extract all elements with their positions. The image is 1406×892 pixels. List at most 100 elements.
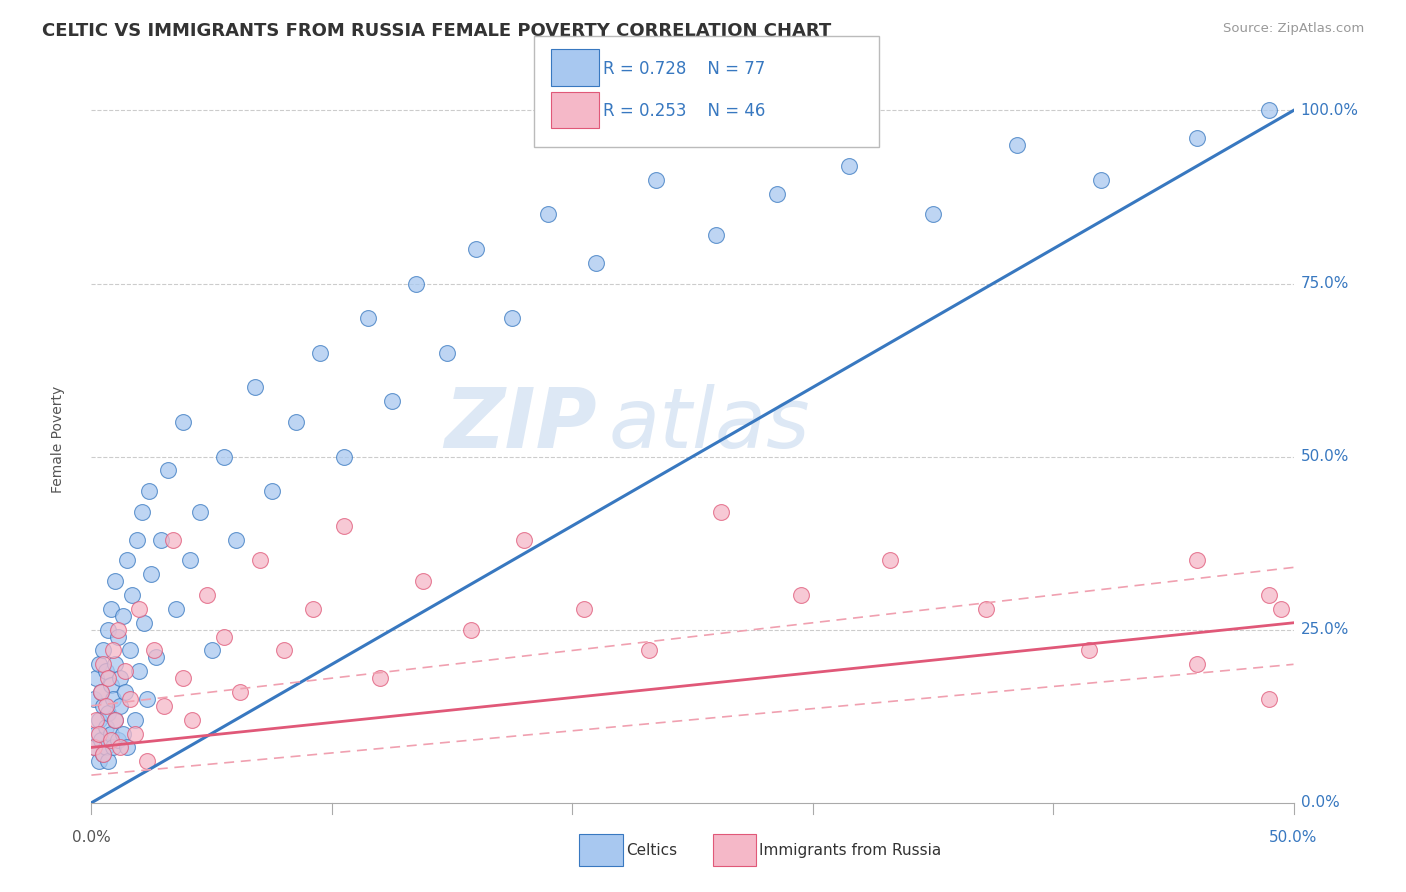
Point xyxy=(118,692,141,706)
Point xyxy=(104,713,127,727)
Point xyxy=(225,533,247,547)
Point xyxy=(118,643,141,657)
Point xyxy=(101,692,124,706)
Point xyxy=(84,713,107,727)
Point xyxy=(124,713,146,727)
Point xyxy=(162,533,184,547)
Point xyxy=(110,698,132,713)
Point xyxy=(974,602,997,616)
Point xyxy=(93,698,115,713)
Point xyxy=(172,671,194,685)
Point xyxy=(124,726,146,740)
Point xyxy=(333,519,356,533)
Point xyxy=(135,754,157,768)
Point xyxy=(381,394,404,409)
Point xyxy=(114,685,136,699)
Point xyxy=(100,602,122,616)
Point xyxy=(97,623,120,637)
Point xyxy=(135,692,157,706)
Point xyxy=(87,713,110,727)
Text: Female Poverty: Female Poverty xyxy=(51,385,65,493)
Point xyxy=(1005,138,1028,153)
Point xyxy=(97,706,120,720)
Point xyxy=(107,630,129,644)
Point xyxy=(100,726,122,740)
Point xyxy=(93,657,115,672)
Point xyxy=(101,740,124,755)
Point xyxy=(1090,172,1112,186)
Point xyxy=(585,256,607,270)
Point xyxy=(100,733,122,747)
Point xyxy=(93,747,115,762)
Point xyxy=(104,657,127,672)
Point xyxy=(465,242,488,256)
Point xyxy=(195,588,218,602)
Point xyxy=(83,740,105,755)
Point xyxy=(114,665,136,679)
Point xyxy=(128,602,150,616)
Point xyxy=(172,415,194,429)
Point xyxy=(94,665,117,679)
Point xyxy=(181,713,204,727)
Text: 0.0%: 0.0% xyxy=(72,830,111,846)
Point xyxy=(138,484,160,499)
Point xyxy=(128,665,150,679)
Point xyxy=(638,643,661,657)
Point xyxy=(121,588,143,602)
Point xyxy=(107,733,129,747)
Point xyxy=(308,345,330,359)
Point xyxy=(110,671,132,685)
Point xyxy=(706,228,728,243)
Text: CELTIC VS IMMIGRANTS FROM RUSSIA FEMALE POVERTY CORRELATION CHART: CELTIC VS IMMIGRANTS FROM RUSSIA FEMALE … xyxy=(42,22,831,40)
Point xyxy=(1187,131,1209,145)
Point xyxy=(152,698,174,713)
Text: R = 0.253    N = 46: R = 0.253 N = 46 xyxy=(603,103,765,120)
Point xyxy=(90,685,112,699)
Point xyxy=(131,505,153,519)
Point xyxy=(104,574,127,589)
Point xyxy=(212,630,235,644)
Point xyxy=(879,553,901,567)
Point xyxy=(87,657,110,672)
Point xyxy=(150,533,173,547)
Text: 0.0%: 0.0% xyxy=(1301,796,1340,810)
Point xyxy=(412,574,434,589)
Text: R = 0.728    N = 77: R = 0.728 N = 77 xyxy=(603,60,765,78)
Point xyxy=(93,643,115,657)
Text: 25.0%: 25.0% xyxy=(1301,623,1350,637)
Point xyxy=(83,740,105,755)
Point xyxy=(1078,643,1101,657)
Point xyxy=(104,713,127,727)
Point xyxy=(1187,657,1209,672)
Point xyxy=(249,553,271,567)
Point xyxy=(101,643,124,657)
Point xyxy=(165,602,187,616)
Point xyxy=(94,740,117,755)
Point xyxy=(645,172,668,186)
Point xyxy=(301,602,323,616)
Point xyxy=(87,726,110,740)
Point xyxy=(179,553,201,567)
Point xyxy=(710,505,733,519)
Point xyxy=(243,380,266,394)
Point xyxy=(1258,692,1281,706)
Point xyxy=(157,463,180,477)
Point xyxy=(142,643,165,657)
Point xyxy=(111,608,134,623)
Text: Celtics: Celtics xyxy=(626,843,676,857)
Point xyxy=(87,754,110,768)
Text: 75.0%: 75.0% xyxy=(1301,276,1350,291)
Point xyxy=(94,698,117,713)
Point xyxy=(201,643,224,657)
Point xyxy=(368,671,391,685)
Point xyxy=(922,207,945,221)
Point xyxy=(110,740,132,755)
Point xyxy=(117,553,139,567)
Point xyxy=(145,650,167,665)
Point xyxy=(513,533,536,547)
Point xyxy=(460,623,482,637)
Point xyxy=(90,733,112,747)
Point xyxy=(789,588,811,602)
Text: 100.0%: 100.0% xyxy=(1301,103,1358,118)
Point xyxy=(84,671,107,685)
